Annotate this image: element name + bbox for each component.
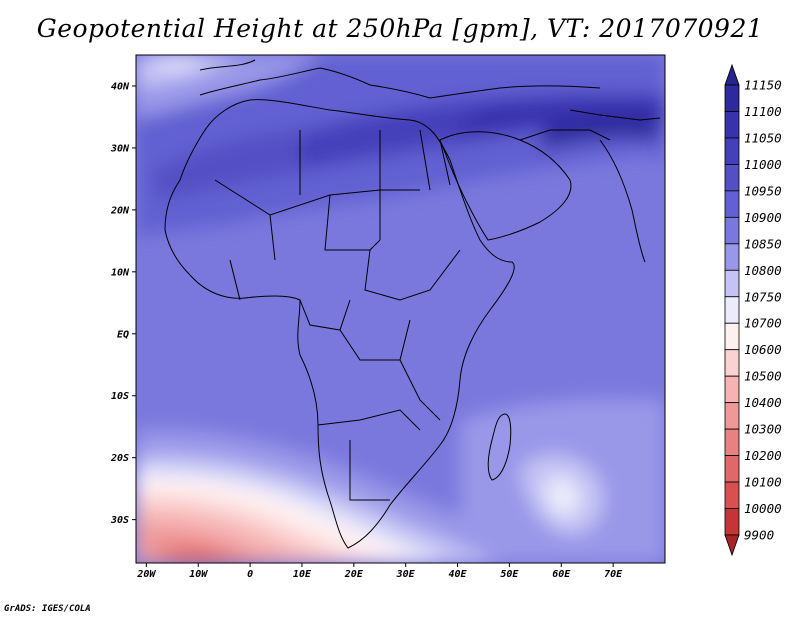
colorbar-swatch: [724, 296, 740, 324]
lat-tick-label: 30S: [110, 515, 129, 526]
lon-tick-label: 0: [247, 569, 253, 580]
colorbar-label: 10850: [744, 236, 782, 251]
colorbar-label: 10950: [744, 183, 782, 198]
coastlines: [164, 59, 661, 549]
colorbar-swatch: [724, 508, 740, 536]
colorbar-label: 10700: [744, 316, 782, 331]
colorbar-label: 9900: [744, 528, 774, 543]
colorbar-swatch: [724, 375, 740, 404]
lat-tick-label: 10S: [111, 391, 129, 402]
colorbar-swatch: [724, 269, 740, 298]
colorbar-swatch: [724, 428, 740, 456]
colorbar-swatch: [724, 164, 740, 192]
colorbar-swatch: [724, 481, 740, 509]
lat-tick-label: EQ: [117, 329, 129, 340]
colorbar-swatch: [724, 190, 740, 218]
colorbar-swatch: [724, 243, 740, 271]
lon-tick-label: 10E: [293, 569, 312, 580]
colorbar-swatch: [724, 455, 740, 483]
colorbar-label: 10500: [744, 369, 782, 384]
lon-tick-label: 20E: [344, 569, 364, 580]
lat-tick-label: 30N: [110, 143, 130, 154]
lon-tick-label: 50E: [500, 569, 519, 580]
colorbar-label: 10400: [744, 395, 782, 410]
colorbar-swatch: [724, 111, 740, 139]
colorbar-label: 10100: [744, 475, 782, 490]
lon-tick-label: 10W: [189, 569, 208, 580]
colorbar-swatch: [724, 534, 740, 557]
colorbar-label: 11100: [744, 104, 782, 119]
colorbar: 11150 11100 11050 11000 10950 10900 10850 10800…: [724, 63, 782, 557]
lat-tick-label: 10N: [111, 267, 130, 278]
lon-tick-label: 40E: [449, 569, 468, 580]
colorbar-swatch: [724, 84, 740, 112]
colorbar-label: 11150: [744, 78, 782, 93]
height-field: [136, 55, 665, 563]
grads-credit: GrADS: IGES/COLA: [4, 604, 91, 614]
lat-tick-label: 20N: [110, 205, 130, 216]
colorbar-swatch: [724, 402, 740, 430]
colorbar-swatch: [724, 63, 740, 86]
lon-tick-label: 30E: [396, 569, 416, 580]
colorbar-swatch: [724, 322, 740, 351]
colorbar-label: 10000: [744, 501, 782, 516]
colorbar-label: 10600: [744, 342, 782, 357]
colorbar-label: 10750: [744, 289, 782, 304]
colorbar-label: 10200: [744, 448, 782, 463]
lat-tick-label: 20S: [110, 453, 129, 464]
lon-tick-label: 60E: [552, 569, 571, 580]
colorbar-swatch: [724, 349, 740, 377]
colorbar-swatch: [724, 137, 740, 165]
colorbar-label: 10300: [744, 422, 782, 437]
latitude-axis: 40N 30N 20N 10N EQ 10S 20S 30S: [110, 81, 136, 526]
longitude-axis: 20W 10W 0 10E 20E 30E 40E 50E 60E 70E: [136, 563, 623, 580]
colorbar-label: 10900: [744, 210, 782, 225]
colorbar-label: 11050: [744, 130, 782, 145]
map-title: Geopotential Height at 250hPa [gpm], VT:…: [36, 14, 764, 43]
lat-tick-label: 40N: [111, 81, 130, 92]
colorbar-label: 11000: [744, 157, 782, 172]
colorbar-label: 10800: [744, 263, 782, 278]
lon-tick-label: 20W: [136, 569, 156, 580]
plot-frame: [135, 54, 666, 564]
colorbar-swatch: [724, 216, 740, 245]
lon-tick-label: 70E: [604, 569, 623, 580]
